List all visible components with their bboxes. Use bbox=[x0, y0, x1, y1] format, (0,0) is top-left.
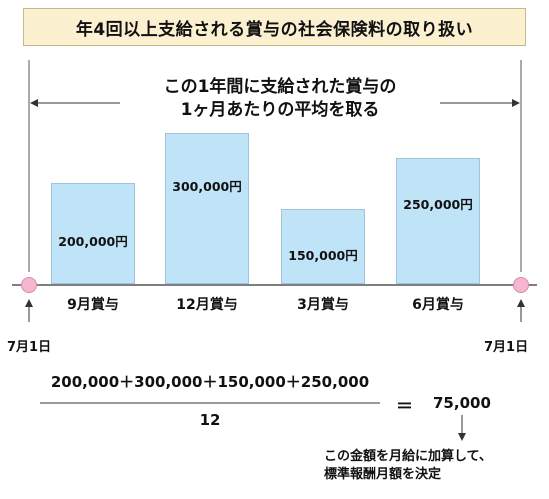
bonus-bar: 300,000円 bbox=[165, 133, 249, 284]
formula-equals: ＝ bbox=[396, 397, 413, 417]
bonus-amount: 200,000円 bbox=[58, 234, 128, 249]
formula-numerator: 200,000＋300,000＋150,000＋250,000 bbox=[50, 373, 370, 391]
bonus-amount: 250,000円 bbox=[403, 197, 473, 212]
start-dot bbox=[21, 277, 37, 293]
result-note: この金額を月給に加算して、 標準報酬月額を決定 bbox=[324, 448, 492, 484]
bonus-bar: 250,000円 bbox=[396, 158, 480, 284]
page-title: 年4回以上支給される賞与の社会保険料の取り扱い bbox=[75, 19, 474, 40]
bonus-label: 6月賞与 bbox=[412, 297, 464, 313]
bonus-bar: 200,000円 bbox=[51, 183, 135, 284]
title-box: 年4回以上支給される賞与の社会保険料の取り扱い bbox=[23, 8, 526, 46]
formula-denominator: 12 bbox=[199, 411, 221, 429]
period-heading: この1年間に支給された賞与の 1ヶ月あたりの平均を取る bbox=[120, 76, 440, 122]
period-heading-line1: この1年間に支給された賞与の bbox=[163, 77, 397, 97]
period-heading-line2: 1ヶ月あたりの平均を取る bbox=[180, 100, 380, 120]
bonus-amount: 150,000円 bbox=[288, 248, 358, 263]
bonus-amount: 300,000円 bbox=[172, 179, 242, 194]
start-date-label: 7月1日 bbox=[7, 340, 52, 355]
bonus-bar: 150,000円 bbox=[281, 209, 365, 284]
formula-result: 75,000 bbox=[433, 394, 491, 412]
result-note-line2: 標準報酬月額を決定 bbox=[324, 467, 442, 482]
bonus-label: 9月賞与 bbox=[67, 297, 119, 313]
end-date-label: 7月1日 bbox=[484, 340, 529, 355]
result-note-line1: この金額を月給に加算して、 bbox=[324, 449, 492, 464]
bonus-label: 12月賞与 bbox=[176, 297, 238, 313]
bonus-label: 3月賞与 bbox=[297, 297, 349, 313]
end-dot bbox=[513, 277, 529, 293]
